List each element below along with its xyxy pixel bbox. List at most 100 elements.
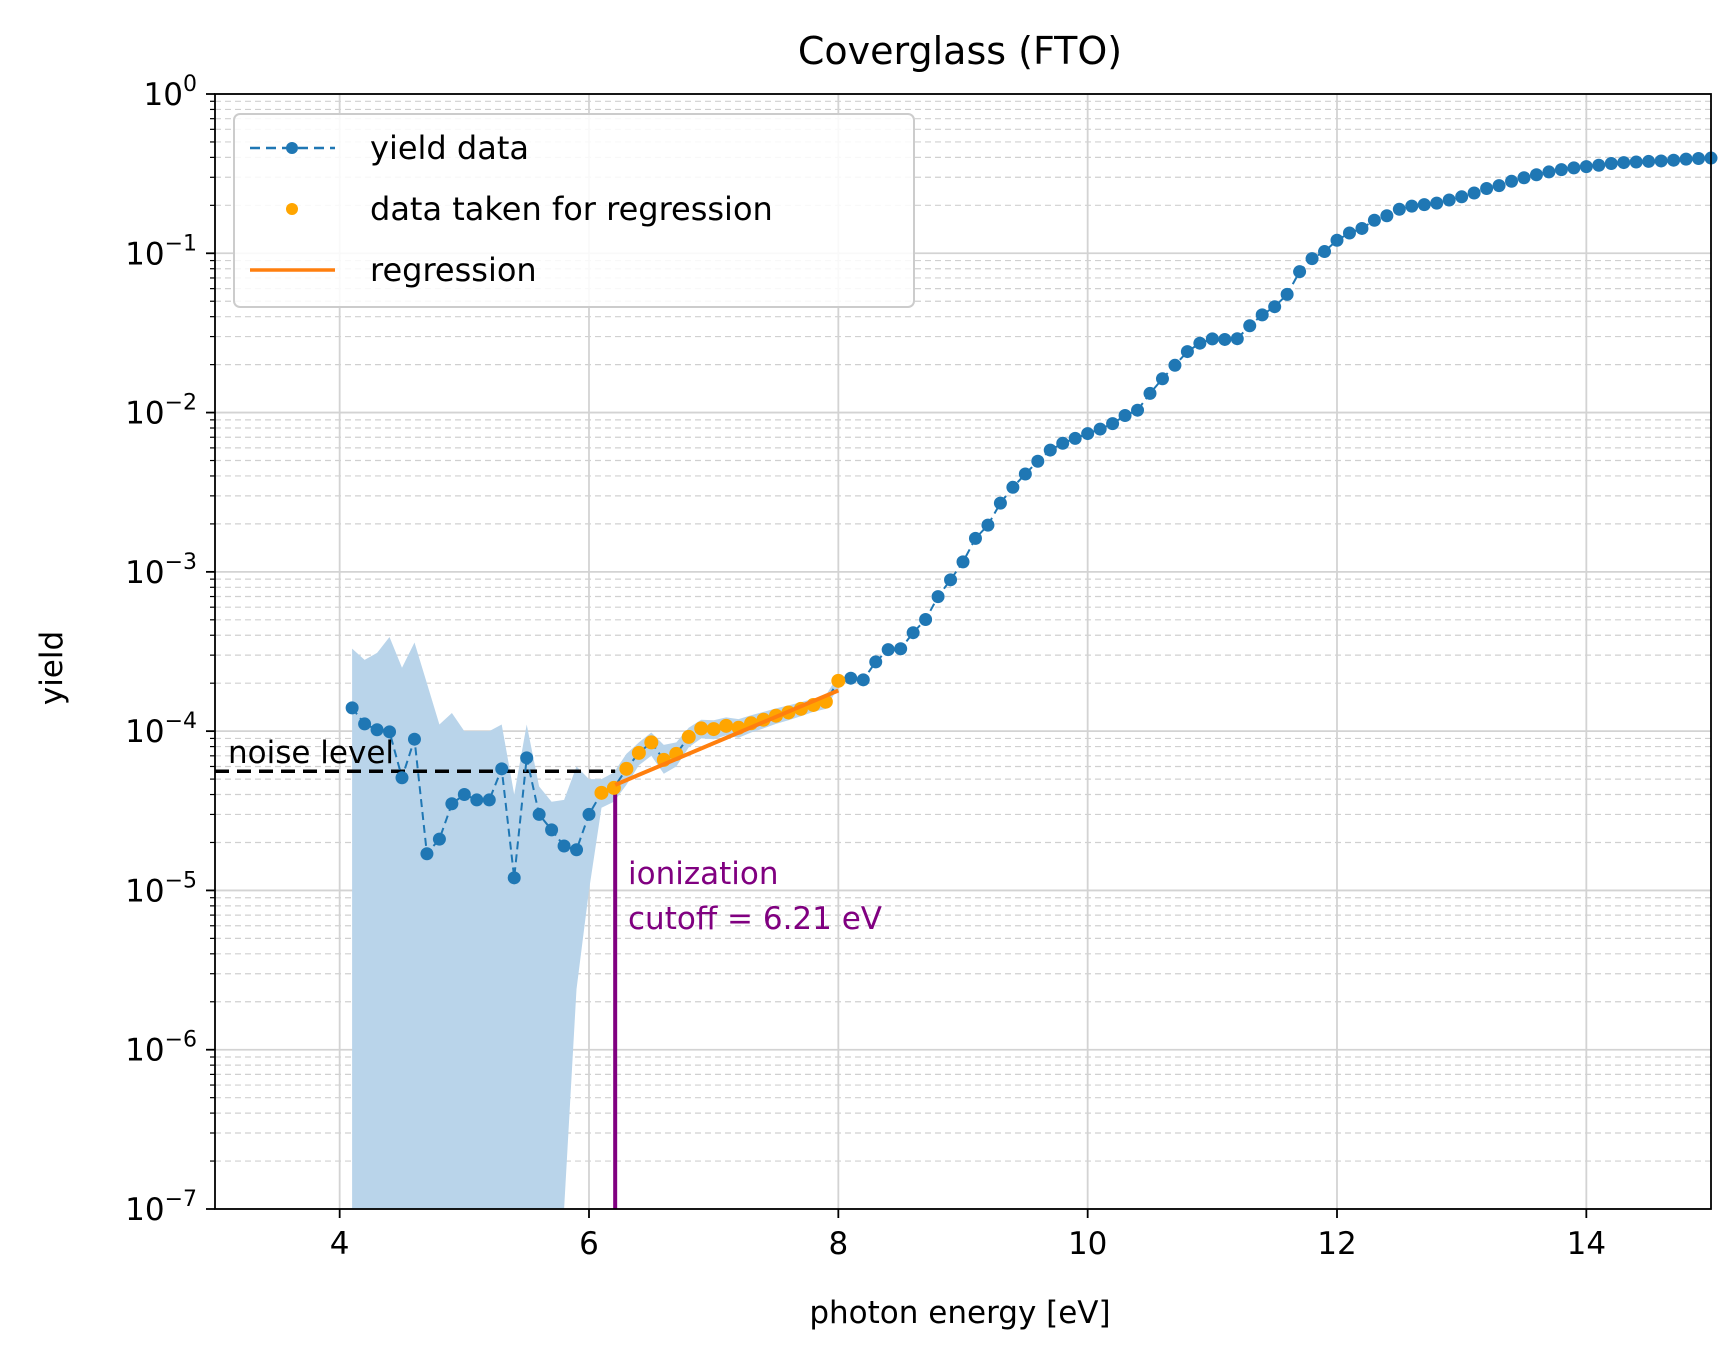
yield-data-point	[1031, 454, 1045, 468]
y-tick-label: 10−7	[125, 1187, 197, 1228]
yield-data-point	[570, 843, 584, 857]
axes-frame	[214, 93, 1712, 1210]
tick-labels: 10−7 10−6 10−5 10−4 10−3 10−2 10−1 100 4 6 8 10 12 14	[125, 72, 1606, 1262]
yield-data-point	[1467, 186, 1481, 200]
yield-data-point	[470, 793, 484, 807]
x-axis-label: photon energy [eV]	[809, 1295, 1110, 1331]
yield-data-point	[1592, 158, 1606, 172]
uncertainty-band-layer	[352, 637, 839, 1209]
legend-label-yield-data: yield data	[370, 129, 529, 167]
yield-data-point	[1604, 156, 1618, 170]
y-tick-label: 10−4	[125, 709, 197, 750]
yield-data-point	[1056, 436, 1070, 450]
yield-data-point	[981, 518, 995, 532]
yield-data-point	[495, 762, 509, 776]
yield-data-point	[1318, 245, 1332, 259]
yield-data-point	[383, 725, 397, 739]
x-tick-label: 12	[1317, 1226, 1356, 1262]
y-tick-label: 10−2	[125, 391, 197, 432]
yield-data-point	[482, 793, 496, 807]
yield-data-point	[1517, 171, 1531, 185]
yield-data-point	[1068, 431, 1082, 445]
yield-data-point	[1392, 202, 1406, 216]
yield-data-point	[968, 531, 982, 545]
yield-data-point	[395, 771, 409, 785]
yield-data-point	[1654, 154, 1668, 168]
legend-marker-yield-data	[286, 142, 298, 154]
legend-label-regression: regression	[370, 251, 537, 289]
yield-data-point	[1018, 467, 1032, 481]
yield-data-point	[520, 751, 534, 765]
x-tick-label: 4	[330, 1226, 350, 1262]
regression-data-point	[719, 718, 734, 733]
yield-data-point	[1218, 332, 1232, 346]
cutoff-label-line2: cutoff = 6.21 eV	[628, 901, 882, 937]
yield-data-point	[1342, 226, 1356, 240]
yield-data-point	[1430, 196, 1444, 210]
yield-data-point	[1268, 300, 1282, 314]
yield-data-point	[1106, 417, 1120, 431]
regression-data-point	[644, 735, 659, 750]
yield-data-point	[557, 839, 571, 853]
y-tick-label: 10−5	[125, 868, 197, 909]
yield-data-point	[1255, 308, 1269, 322]
x-tick-label: 8	[828, 1226, 848, 1262]
yield-data-point	[582, 807, 596, 821]
yield-data-point	[1380, 209, 1394, 223]
yield-data-point	[906, 626, 920, 640]
yield-data-point	[1043, 443, 1057, 457]
yield-data-point	[1567, 161, 1581, 175]
yield-data-point	[420, 847, 434, 861]
yield-data-point	[1629, 155, 1643, 169]
yield-data-point	[1642, 154, 1656, 168]
yield-data-point	[1505, 174, 1519, 188]
regression-data-point	[594, 785, 609, 800]
reference-lines	[215, 769, 618, 1209]
yield-data-point	[931, 590, 945, 604]
yield-data-point	[1280, 287, 1294, 301]
uncertainty-band	[352, 637, 839, 1209]
legend-label-regression-data: data taken for regression	[370, 190, 773, 228]
legend: yield data data taken for regression reg…	[233, 113, 915, 308]
yield-data-point	[1243, 319, 1257, 333]
yield-data-point	[1131, 403, 1145, 417]
yield-data-point	[358, 717, 372, 731]
yield-data-point	[844, 671, 858, 685]
y-tick-label: 10−3	[125, 550, 197, 591]
yield-data-point	[1617, 156, 1631, 170]
yield-data-point	[1455, 190, 1469, 204]
y-tick-label: 10−6	[125, 1028, 197, 1069]
yield-data-point	[1355, 221, 1369, 235]
yield-data-point	[1193, 336, 1207, 350]
x-tick-label: 6	[579, 1226, 599, 1262]
legend-marker-regression-data	[286, 203, 298, 215]
yield-data-point	[1405, 199, 1419, 213]
yield-data-point	[881, 643, 895, 657]
yield-data-point	[457, 788, 471, 802]
regression-data-point	[831, 673, 846, 688]
yield-data-point	[944, 573, 958, 587]
yield-data-point	[1579, 160, 1593, 174]
cutoff-label-line1: ionization	[628, 856, 779, 892]
yield-data-point	[919, 613, 933, 627]
x-tick-label: 10	[1068, 1226, 1107, 1262]
yield-data-point	[1330, 233, 1344, 247]
yield-data-point	[1679, 152, 1693, 166]
legend-box	[233, 113, 915, 308]
yield-data-point	[370, 723, 384, 737]
yield-data-point	[1006, 480, 1020, 494]
yield-data-point	[1554, 163, 1568, 177]
noise-level-label: noise level	[228, 735, 394, 771]
yield-data-point	[869, 655, 883, 669]
yield-data-point	[1442, 193, 1456, 207]
yield-data-point	[1542, 165, 1556, 179]
yield-data-point	[1155, 372, 1169, 386]
yield-data-point	[1118, 409, 1132, 423]
yield-data-point	[1667, 153, 1681, 167]
yield-data-point	[532, 807, 546, 821]
yield-data-point	[445, 797, 459, 811]
legend-item-regression: regression	[250, 251, 537, 289]
yield-data-point	[1180, 345, 1194, 359]
chart-title: Coverglass (FTO)	[798, 29, 1122, 73]
